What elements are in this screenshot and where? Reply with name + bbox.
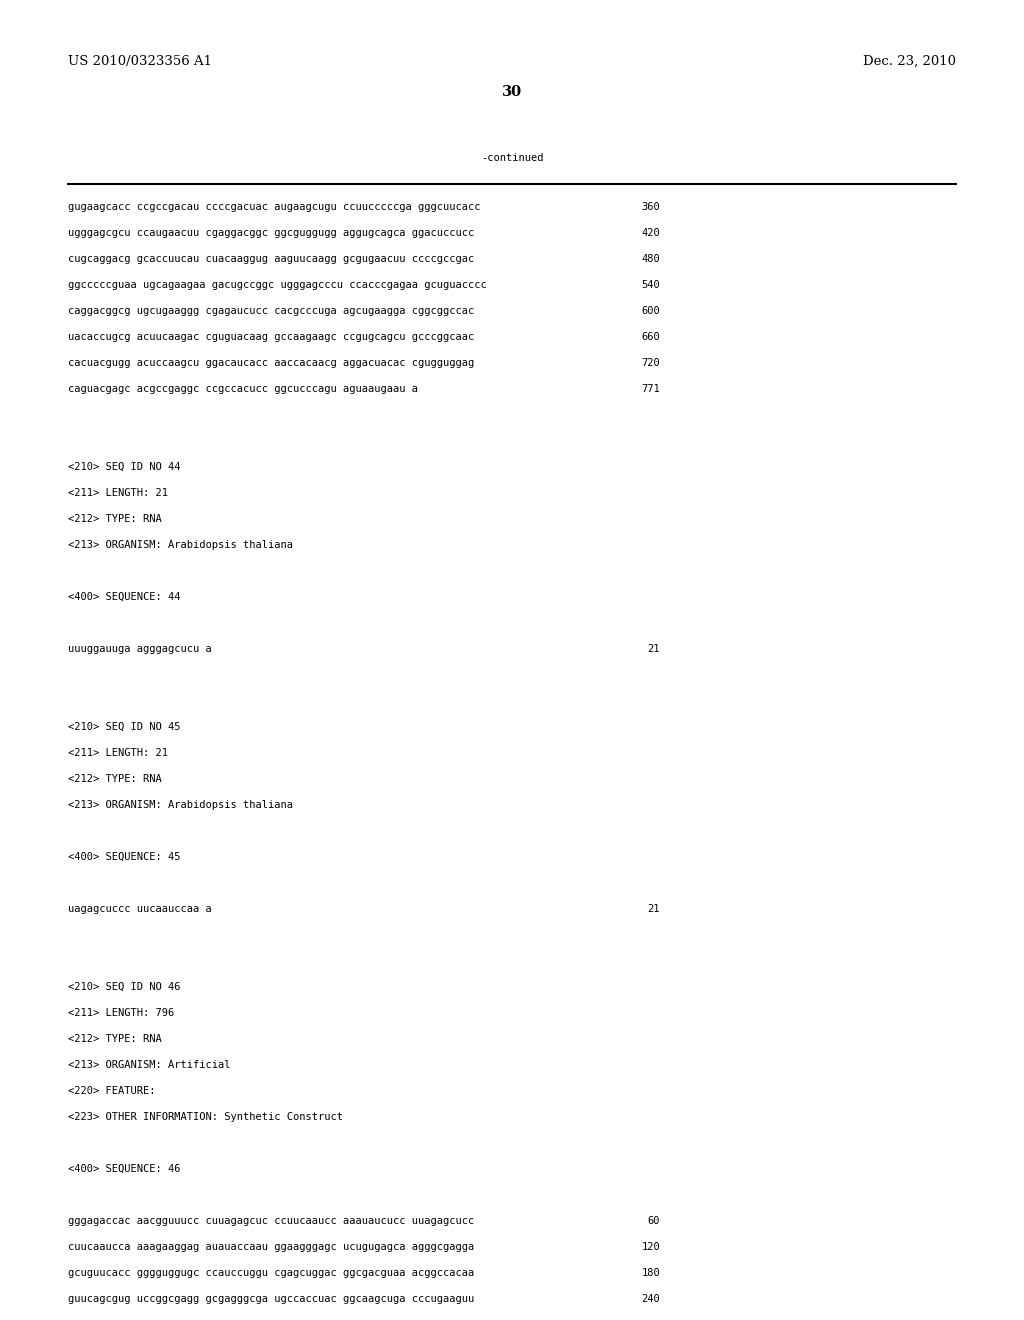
Text: 660: 660 xyxy=(641,333,660,342)
Text: gugaagcacc ccgccgacau ccccgacuac augaagcugu ccuucccccga gggcuucacc: gugaagcacc ccgccgacau ccccgacuac augaagc… xyxy=(68,202,480,213)
Text: <210> SEQ ID NO 44: <210> SEQ ID NO 44 xyxy=(68,462,180,473)
Text: <400> SEQUENCE: 46: <400> SEQUENCE: 46 xyxy=(68,1164,180,1173)
Text: 420: 420 xyxy=(641,228,660,238)
Text: 21: 21 xyxy=(647,644,660,653)
Text: 480: 480 xyxy=(641,253,660,264)
Text: 60: 60 xyxy=(647,1216,660,1226)
Text: cacuacgugg acuccaagcu ggacaucacc aaccacaacg aggacuacac cgugguggag: cacuacgugg acuccaagcu ggacaucacc aaccaca… xyxy=(68,358,474,368)
Text: <210> SEQ ID NO 46: <210> SEQ ID NO 46 xyxy=(68,982,180,993)
Text: -continued: -continued xyxy=(480,153,544,162)
Text: uacaccugcg acuucaagac cguguacaag gccaagaagc ccgugcagcu gcccggcaac: uacaccugcg acuucaagac cguguacaag gccaaga… xyxy=(68,333,474,342)
Text: 120: 120 xyxy=(641,1242,660,1251)
Text: 540: 540 xyxy=(641,280,660,290)
Text: <400> SEQUENCE: 44: <400> SEQUENCE: 44 xyxy=(68,591,180,602)
Text: <213> ORGANISM: Artificial: <213> ORGANISM: Artificial xyxy=(68,1060,230,1071)
Text: <211> LENGTH: 796: <211> LENGTH: 796 xyxy=(68,1008,174,1018)
Text: <212> TYPE: RNA: <212> TYPE: RNA xyxy=(68,774,162,784)
Text: 240: 240 xyxy=(641,1294,660,1304)
Text: <223> OTHER INFORMATION: Synthetic Construct: <223> OTHER INFORMATION: Synthetic Const… xyxy=(68,1111,343,1122)
Text: <212> TYPE: RNA: <212> TYPE: RNA xyxy=(68,513,162,524)
Text: 180: 180 xyxy=(641,1269,660,1278)
Text: <210> SEQ ID NO 45: <210> SEQ ID NO 45 xyxy=(68,722,180,733)
Text: 771: 771 xyxy=(641,384,660,393)
Text: cuucaaucca aaagaaggag auauaccaau ggaagggagc ucugugagca agggcgagga: cuucaaucca aaagaaggag auauaccaau ggaaggg… xyxy=(68,1242,474,1251)
Text: <211> LENGTH: 21: <211> LENGTH: 21 xyxy=(68,748,168,758)
Text: 720: 720 xyxy=(641,358,660,368)
Text: 360: 360 xyxy=(641,202,660,213)
Text: <212> TYPE: RNA: <212> TYPE: RNA xyxy=(68,1034,162,1044)
Text: uuuggauuga agggagcucu a: uuuggauuga agggagcucu a xyxy=(68,644,212,653)
Text: gcuguucacc gggguggugc ccauccuggu cgagcuggac ggcgacguaa acggccacaa: gcuguucacc gggguggugc ccauccuggu cgagcug… xyxy=(68,1269,474,1278)
Text: <213> ORGANISM: Arabidopsis thaliana: <213> ORGANISM: Arabidopsis thaliana xyxy=(68,800,293,810)
Text: <213> ORGANISM: Arabidopsis thaliana: <213> ORGANISM: Arabidopsis thaliana xyxy=(68,540,293,550)
Text: caggacggcg ugcugaaggg cgagaucucc cacgcccuga agcugaagga cggcggccac: caggacggcg ugcugaaggg cgagaucucc cacgccc… xyxy=(68,306,474,315)
Text: cugcaggacg gcaccuucau cuacaaggug aaguucaagg gcgugaacuu ccccgccgac: cugcaggacg gcaccuucau cuacaaggug aaguuca… xyxy=(68,253,474,264)
Text: ggcccccguaa ugcagaagaa gacugccggc ugggagcccu ccacccgagaa gcuguacccc: ggcccccguaa ugcagaagaa gacugccggc ugggag… xyxy=(68,280,486,290)
Text: guucagcgug uccggcgagg gcgagggcga ugccaccuac ggcaagcuga cccugaaguu: guucagcgug uccggcgagg gcgagggcga ugccacc… xyxy=(68,1294,474,1304)
Text: US 2010/0323356 A1: US 2010/0323356 A1 xyxy=(68,55,212,69)
Text: gggagaccac aacgguuucc cuuagagcuc ccuucaaucc aaauaucucc uuagagcucc: gggagaccac aacgguuucc cuuagagcuc ccuucaa… xyxy=(68,1216,474,1226)
Text: <400> SEQUENCE: 45: <400> SEQUENCE: 45 xyxy=(68,851,180,862)
Text: 21: 21 xyxy=(647,904,660,913)
Text: 600: 600 xyxy=(641,306,660,315)
Text: <211> LENGTH: 21: <211> LENGTH: 21 xyxy=(68,488,168,498)
Text: 30: 30 xyxy=(502,84,522,99)
Text: <220> FEATURE:: <220> FEATURE: xyxy=(68,1086,156,1096)
Text: uagagcuccc uucaauccaa a: uagagcuccc uucaauccaa a xyxy=(68,904,212,913)
Text: Dec. 23, 2010: Dec. 23, 2010 xyxy=(863,55,956,69)
Text: ugggagcgcu ccaugaacuu cgaggacggc ggcguggugg aggugcagca ggacuccucc: ugggagcgcu ccaugaacuu cgaggacggc ggcgugg… xyxy=(68,228,474,238)
Text: caguacgagc acgccgaggc ccgccacucc ggcucccagu aguaaugaau a: caguacgagc acgccgaggc ccgccacucc ggcuccc… xyxy=(68,384,418,393)
